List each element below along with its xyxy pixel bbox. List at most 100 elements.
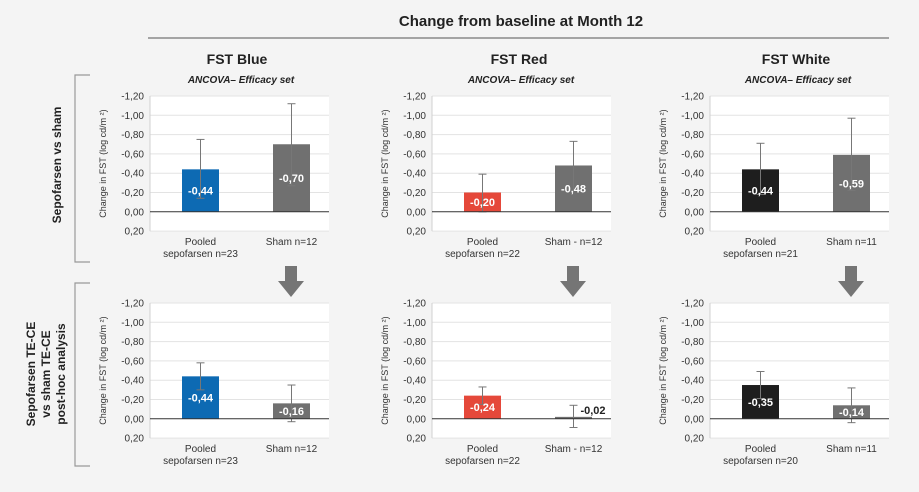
y-tick-label: 0,00 xyxy=(125,414,145,425)
category-label: Pooled xyxy=(185,444,216,455)
y-tick-label: -1,20 xyxy=(681,299,704,310)
y-tick-label: -0,40 xyxy=(121,376,144,387)
data-label: -0,14 xyxy=(839,407,865,419)
category-label: Sham n=12 xyxy=(266,444,318,455)
bar xyxy=(464,395,501,419)
category-label: sepofarsen n=23 xyxy=(163,456,238,467)
y-tick-label: -0,60 xyxy=(681,149,704,160)
chart-panels: -1,20 -1,00 -0,80 -0,60 -0,40 -0,20 0,00 0,20 Ch… xyxy=(98,92,889,467)
column-title-white: FST White xyxy=(762,51,831,67)
y-tick-label: -0,40 xyxy=(403,169,426,180)
category-label: sepofarsen n=22 xyxy=(445,249,520,260)
y-tick-label: 0,00 xyxy=(407,414,427,425)
column-subtitle-red: ANCOVA– Efficacy set xyxy=(467,75,575,86)
y-tick-label: -0,80 xyxy=(681,130,704,141)
y-tick-label: 0,20 xyxy=(407,434,427,445)
y-axis-label: Change in FST (log cd/m ²) xyxy=(98,109,108,217)
y-tick-label: -1,20 xyxy=(403,92,426,103)
category-label: Pooled xyxy=(185,237,216,248)
y-tick-label: -0,20 xyxy=(681,188,704,199)
y-tick-label: -0,80 xyxy=(681,337,704,348)
category-label: Pooled xyxy=(467,444,498,455)
y-tick-label: -1,00 xyxy=(121,318,144,329)
plot-area xyxy=(432,303,611,439)
category-label: Sham - n=12 xyxy=(545,444,603,455)
data-label: -0,02 xyxy=(580,405,605,417)
y-tick-label: 0,20 xyxy=(685,227,705,238)
arrows xyxy=(278,266,864,297)
y-tick-label: 0,00 xyxy=(685,414,705,425)
row-label-bottom-line-3: post-hoc analysis xyxy=(54,323,68,425)
category-label: Sham - n=12 xyxy=(545,237,603,248)
data-label: -0,24 xyxy=(470,402,496,414)
category-label: Sham n=12 xyxy=(266,237,318,248)
category-label: Pooled xyxy=(745,237,776,248)
row-bracket-top xyxy=(74,74,90,263)
y-tick-label: -1,00 xyxy=(121,111,144,122)
column-title-red: FST Red xyxy=(491,51,548,67)
data-label: -0,16 xyxy=(279,406,304,418)
y-tick-label: -0,20 xyxy=(121,188,144,199)
data-label: -0,44 xyxy=(748,186,774,198)
category-label: sepofarsen n=21 xyxy=(723,249,798,260)
y-tick-label: -0,60 xyxy=(403,149,426,160)
column-subtitle-blue: ANCOVA– Efficacy set xyxy=(187,75,295,86)
y-tick-label: -1,00 xyxy=(681,111,704,122)
y-tick-label: 0,20 xyxy=(407,227,427,238)
chart-panel-r0c1: -1,20 -1,00 -0,80 -0,60 -0,40 -0,20 0,00 0,20 Ch… xyxy=(380,92,611,260)
y-axis-label: Change in FST (log cd/m ²) xyxy=(380,316,390,424)
y-tick-label: -0,80 xyxy=(403,130,426,141)
y-tick-label: 0,00 xyxy=(407,207,427,218)
column-title-blue: FST Blue xyxy=(207,51,268,67)
data-label: -0,35 xyxy=(748,397,773,409)
column-subtitle-white: ANCOVA– Efficacy set xyxy=(744,75,852,86)
y-axis-label: Change in FST (log cd/m ²) xyxy=(658,109,668,217)
y-tick-label: -0,20 xyxy=(121,395,144,406)
y-tick-label: -0,60 xyxy=(121,356,144,367)
y-tick-label: -0,40 xyxy=(681,169,704,180)
category-label: Sham n=11 xyxy=(826,444,877,455)
y-tick-label: -1,20 xyxy=(121,92,144,103)
data-label: -0,70 xyxy=(279,173,304,185)
y-tick-label: -1,00 xyxy=(403,111,426,122)
chart-panel-r0c2: -1,20 -1,00 -0,80 -0,60 -0,40 -0,20 0,00 0,20 Ch… xyxy=(658,92,889,260)
row-label-bottom-line-1: Sepofarsen TE-CE xyxy=(24,322,38,427)
row-label-top: Sepofarsen vs sham xyxy=(50,107,64,224)
row-bracket-bottom xyxy=(74,282,90,467)
category-label: sepofarsen n=22 xyxy=(445,456,520,467)
figure-title: Change from baseline at Month 12 xyxy=(399,13,643,30)
y-tick-label: -1,00 xyxy=(403,318,426,329)
category-label: Pooled xyxy=(745,444,776,455)
down-arrow-icon xyxy=(560,266,586,297)
category-label: sepofarsen n=23 xyxy=(163,249,238,260)
y-tick-label: -1,20 xyxy=(681,92,704,103)
y-tick-label: 0,00 xyxy=(685,207,705,218)
chart-panel-r1c2: -1,20 -1,00 -0,80 -0,60 -0,40 -0,20 0,00 0,20 Ch… xyxy=(658,299,889,467)
y-axis-label: Change in FST (log cd/m ²) xyxy=(98,316,108,424)
y-tick-label: -0,80 xyxy=(121,337,144,348)
data-label: -0,44 xyxy=(188,393,214,405)
category-label: Pooled xyxy=(467,237,498,248)
data-label: -0,20 xyxy=(470,197,495,209)
y-tick-label: 0,00 xyxy=(125,207,145,218)
chart-panel-r1c1: -1,20 -1,00 -0,80 -0,60 -0,40 -0,20 0,00 0,20 Ch… xyxy=(380,299,611,467)
y-tick-label: -0,20 xyxy=(681,395,704,406)
chart-panel-r0c0: -1,20 -1,00 -0,80 -0,60 -0,40 -0,20 0,00 0,20 Ch… xyxy=(98,92,329,260)
data-label: -0,59 xyxy=(839,178,864,190)
down-arrow-icon xyxy=(278,266,304,297)
y-tick-label: -0,60 xyxy=(681,356,704,367)
y-tick-label: -0,20 xyxy=(403,395,426,406)
y-tick-label: 0,20 xyxy=(125,227,145,238)
category-label: sepofarsen n=20 xyxy=(723,456,798,467)
row-label-bottom: Sepofarsen TE-CE vs sham TE-CE post-hoc … xyxy=(24,322,68,427)
y-tick-label: -0,80 xyxy=(121,130,144,141)
row-label-bottom-line-2: vs sham TE-CE xyxy=(39,330,53,417)
y-tick-label: -1,20 xyxy=(403,299,426,310)
y-tick-label: -0,40 xyxy=(681,376,704,387)
y-tick-label: -0,40 xyxy=(403,376,426,387)
y-tick-label: -0,80 xyxy=(403,337,426,348)
data-label: -0,48 xyxy=(561,184,586,196)
y-tick-label: -1,00 xyxy=(681,318,704,329)
